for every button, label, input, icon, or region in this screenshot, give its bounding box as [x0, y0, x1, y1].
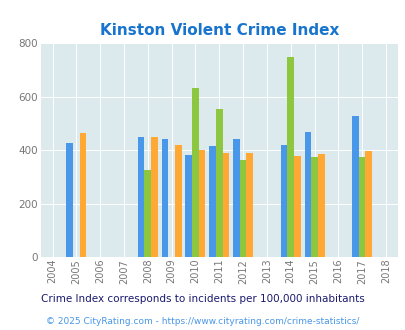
- Bar: [287, 57, 293, 257]
- Bar: [232, 139, 239, 257]
- Bar: [293, 155, 300, 257]
- Bar: [79, 133, 86, 257]
- Bar: [351, 116, 358, 257]
- Bar: [151, 137, 158, 257]
- Text: Crime Index corresponds to incidents per 100,000 inhabitants: Crime Index corresponds to incidents per…: [41, 294, 364, 304]
- Bar: [175, 145, 181, 257]
- Bar: [222, 153, 229, 257]
- Bar: [246, 153, 252, 257]
- Bar: [310, 157, 317, 257]
- Bar: [66, 144, 73, 257]
- Bar: [185, 155, 192, 257]
- Text: © 2025 CityRating.com - https://www.cityrating.com/crime-statistics/: © 2025 CityRating.com - https://www.city…: [46, 317, 359, 326]
- Bar: [280, 145, 287, 257]
- Bar: [215, 109, 222, 257]
- Bar: [161, 139, 168, 257]
- Bar: [209, 146, 215, 257]
- Bar: [144, 170, 151, 257]
- Bar: [317, 154, 324, 257]
- Bar: [192, 88, 198, 257]
- Bar: [137, 137, 144, 257]
- Title: Kinston Violent Crime Index: Kinston Violent Crime Index: [99, 22, 338, 38]
- Bar: [304, 132, 310, 257]
- Bar: [198, 150, 205, 257]
- Bar: [358, 157, 364, 257]
- Bar: [239, 159, 246, 257]
- Bar: [364, 151, 371, 257]
